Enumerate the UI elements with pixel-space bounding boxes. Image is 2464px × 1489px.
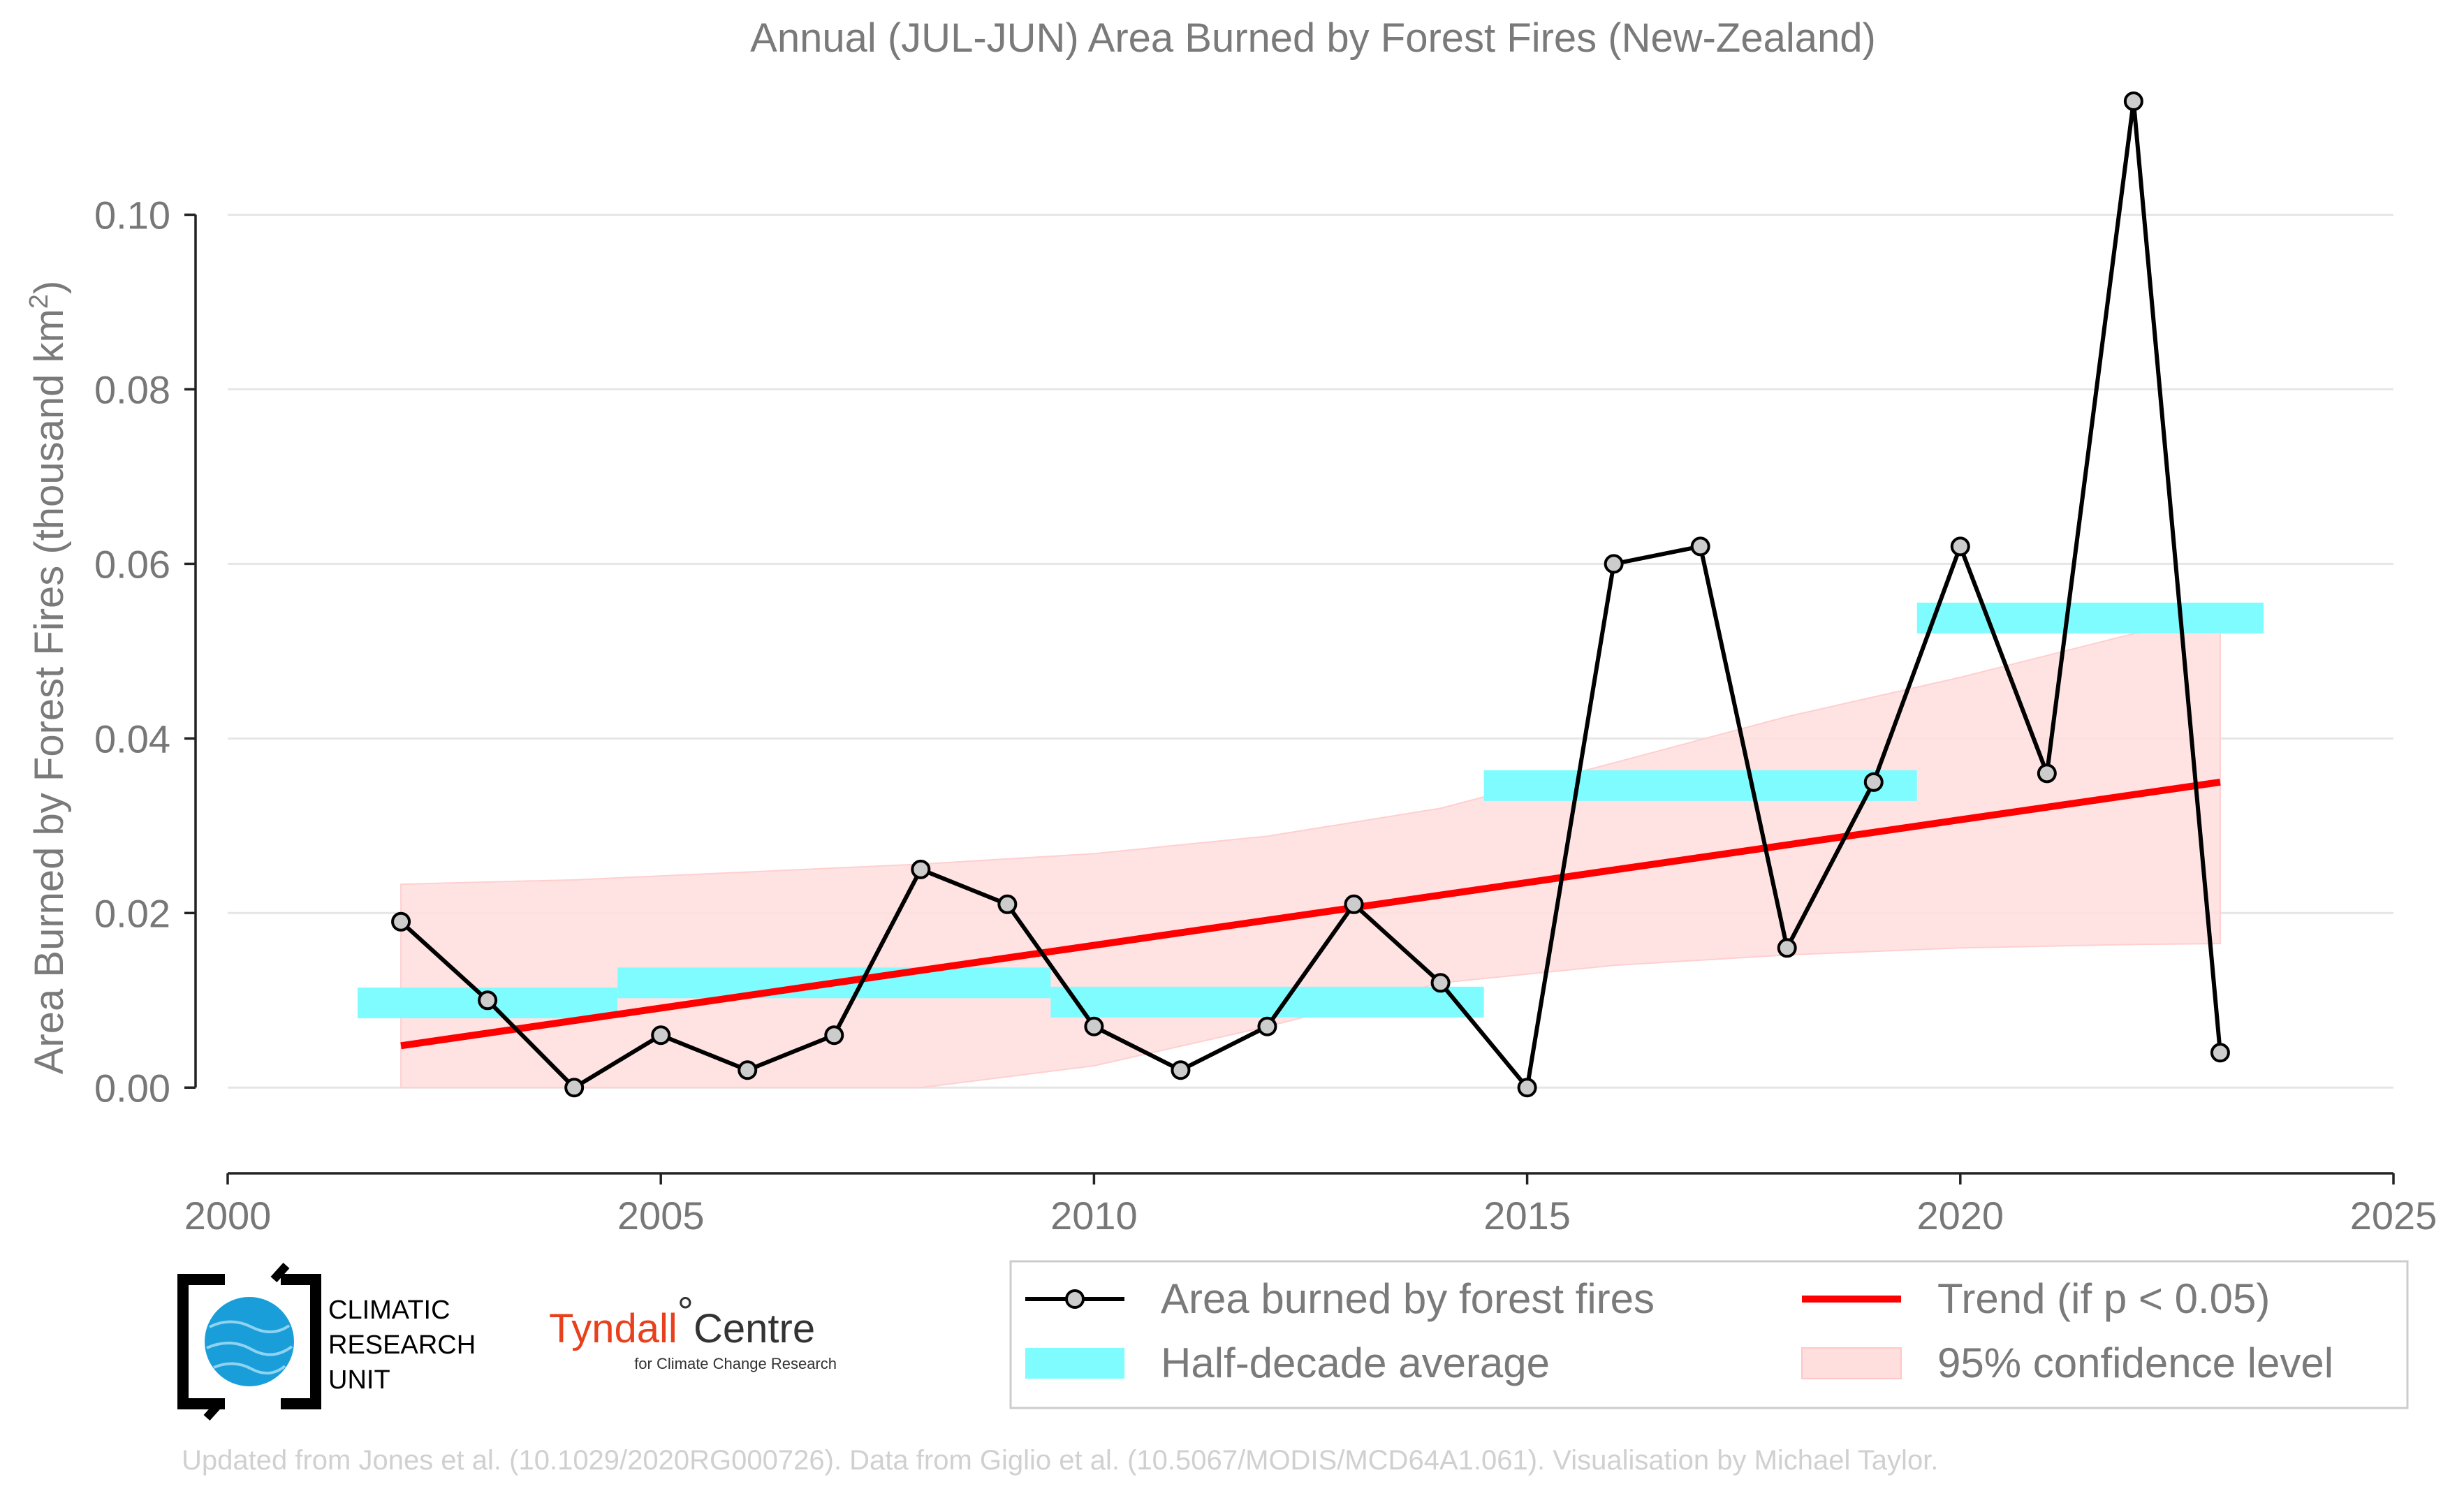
legend-label-confidence: 95% confidence level bbox=[1937, 1340, 2333, 1386]
data-point-2020 bbox=[1950, 536, 1970, 557]
tyndall-subtitle: for Climate Change Research bbox=[634, 1355, 837, 1372]
x-tick-label-0: 2000 bbox=[184, 1194, 272, 1238]
data-point-2006 bbox=[738, 1060, 758, 1080]
legend-swatch-halfdecade bbox=[1025, 1348, 1124, 1379]
data-point-2008 bbox=[911, 859, 931, 879]
data-point-2015 bbox=[1517, 1078, 1537, 1098]
axes-layer bbox=[184, 213, 2395, 1184]
cru-bracket-left bbox=[177, 1274, 225, 1409]
tick-label-layer: 0.00 0.02 0.04 0.06 0.08 0.10 2000 2005 2010 2015… bbox=[94, 193, 2437, 1238]
data-point-2010 bbox=[1084, 1016, 1104, 1036]
confidence-band-layer bbox=[400, 619, 2221, 1089]
y-axis-title-sup: 2 bbox=[24, 294, 54, 309]
cru-bracket-slash-bottom bbox=[203, 1400, 223, 1421]
cru-globe-icon bbox=[205, 1297, 294, 1386]
cru-globe-wave-1 bbox=[209, 1320, 291, 1333]
legend-label-trend: Trend (if p < 0.05) bbox=[1937, 1275, 2270, 1322]
chart-title: Annual (JUL-JUN) Area Burned by Forest F… bbox=[750, 15, 1876, 61]
trend-layer bbox=[400, 778, 2221, 1050]
y-tick-label-4: 0.08 bbox=[94, 367, 170, 411]
data-point-2004 bbox=[564, 1078, 585, 1098]
trend-line bbox=[400, 778, 2221, 1050]
data-point-2011 bbox=[1171, 1060, 1191, 1080]
y-axis-title-main: Area Burned by Forest Fires (thousand km bbox=[27, 309, 72, 1074]
cru-globe-wave-2 bbox=[206, 1341, 293, 1356]
cru-bracket-slash-top bbox=[270, 1262, 290, 1283]
footer-credit: Updated from Jones et al. (10.1029/2020R… bbox=[182, 1445, 1938, 1476]
y-tick-label-5: 0.10 bbox=[94, 193, 170, 237]
y-axis-title-close: ) bbox=[27, 281, 72, 294]
x-tick-label-3: 2015 bbox=[1483, 1194, 1571, 1238]
half-decade-layer bbox=[358, 602, 2264, 1019]
data-point-2021 bbox=[2037, 763, 2057, 784]
data-point-2023 bbox=[2210, 1043, 2230, 1063]
legend: Area burned by forest fires Trend (if p … bbox=[1009, 1260, 2409, 1409]
confidence-band bbox=[400, 619, 2221, 1089]
data-point-2022 bbox=[2123, 91, 2143, 111]
y-tick-label-1: 0.02 bbox=[94, 891, 170, 935]
y-axis-title: Area Burned by Forest Fires (thousand km… bbox=[24, 281, 72, 1075]
legend-label-halfdecade: Half-decade average bbox=[1161, 1340, 1550, 1386]
data-point-2016 bbox=[1604, 554, 1624, 574]
half-decade-bar-2 bbox=[1050, 986, 1484, 1018]
legend-label-fires: Area burned by forest fires bbox=[1161, 1275, 1655, 1322]
data-point-2007 bbox=[824, 1025, 844, 1046]
y-tick-label-2: 0.04 bbox=[94, 717, 170, 761]
cru-text-line2: RESEARCH bbox=[328, 1330, 476, 1360]
tyndall-logo: Tyndall°Centre for Climate Change Resear… bbox=[549, 1289, 837, 1372]
y-tick-label-0: 0.00 bbox=[94, 1066, 170, 1110]
data-point-2014 bbox=[1430, 973, 1451, 993]
legend-swatch-fires-marker bbox=[1065, 1289, 1085, 1309]
half-decade-bar-3 bbox=[1483, 770, 1917, 801]
cru-bracket-right bbox=[281, 1274, 321, 1409]
data-point-2002 bbox=[391, 911, 411, 932]
cru-globe-wave-3 bbox=[213, 1362, 286, 1374]
half-decade-bar-4 bbox=[1916, 602, 2264, 633]
data-point-2018 bbox=[1777, 938, 1797, 958]
data-point-2019 bbox=[1863, 772, 1884, 792]
legend-frame bbox=[1009, 1260, 2409, 1409]
data-point-2005 bbox=[651, 1025, 671, 1046]
x-tick-label-4: 2020 bbox=[1917, 1194, 2004, 1238]
x-tick-label-2: 2010 bbox=[1050, 1194, 1138, 1238]
x-tick-label-5: 2025 bbox=[2350, 1194, 2437, 1238]
data-point-2003 bbox=[478, 990, 498, 1011]
y-tick-label-3: 0.06 bbox=[94, 542, 170, 586]
cru-text-line3: UNIT bbox=[328, 1365, 390, 1395]
tyndall-title: Tyndall°Centre bbox=[549, 1289, 815, 1351]
x-tick-label-1: 2005 bbox=[617, 1194, 705, 1238]
cru-text-line1: CLIMATIC bbox=[328, 1296, 450, 1325]
data-point-2009 bbox=[997, 894, 1018, 914]
data-point-2012 bbox=[1257, 1016, 1277, 1036]
legend-swatch-confidence bbox=[1801, 1347, 1902, 1379]
series-layer bbox=[391, 91, 2230, 1098]
data-point-2017 bbox=[1690, 536, 1710, 557]
series-line-area-burned bbox=[399, 98, 2222, 1090]
cru-logo: CLIMATIC RESEARCH UNIT bbox=[177, 1262, 476, 1421]
data-point-2013 bbox=[1344, 894, 1364, 914]
